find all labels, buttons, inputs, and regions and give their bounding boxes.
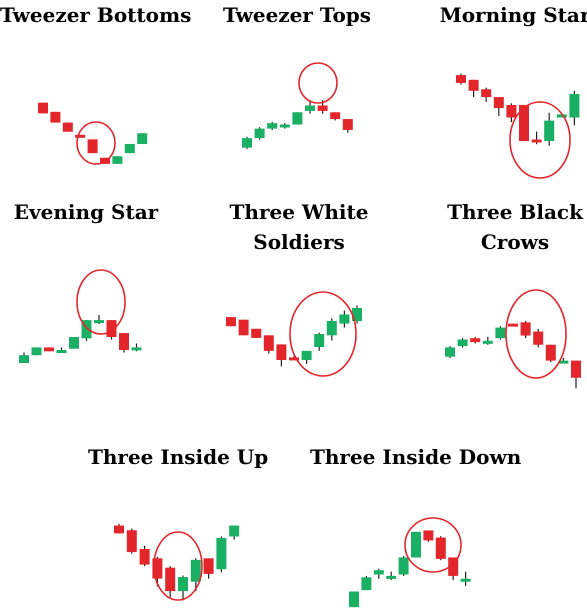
bullish-candle: [178, 577, 188, 591]
bullish-candle: [191, 560, 201, 582]
bearish-candle: [436, 538, 446, 559]
bullish-candle: [19, 355, 29, 363]
bearish-candle: [494, 97, 504, 108]
bearish-candle: [119, 333, 129, 350]
bullish-candle: [57, 350, 67, 353]
pattern-6: [114, 524, 239, 600]
bearish-candle: [533, 332, 543, 345]
bearish-candle: [521, 322, 531, 335]
bearish-candle: [264, 335, 274, 351]
bullish-candle: [445, 347, 455, 356]
bullish-candle: [216, 538, 226, 569]
bullish-candle: [302, 351, 312, 360]
bullish-candle: [495, 328, 505, 339]
bullish-candle: [255, 129, 265, 139]
bearish-candle: [38, 103, 48, 114]
bearish-candle: [423, 530, 433, 540]
bearish-candle: [88, 139, 98, 153]
bearish-candle: [44, 347, 54, 351]
bullish-candle: [411, 532, 421, 558]
bullish-candle: [229, 526, 239, 537]
bearish-candle: [470, 338, 480, 342]
bearish-candle: [239, 320, 249, 336]
bullish-candle: [305, 105, 315, 110]
bearish-candle: [469, 80, 479, 91]
bearish-candle: [506, 105, 516, 118]
bullish-candle: [374, 570, 384, 574]
pattern-1: [242, 100, 353, 149]
bullish-candle: [386, 576, 396, 579]
bearish-candle: [330, 112, 340, 119]
bullish-candle: [544, 121, 554, 141]
bearish-candle: [75, 135, 85, 138]
bearish-candle: [532, 139, 542, 142]
bullish-candle: [280, 125, 290, 128]
bearish-candle: [318, 105, 328, 110]
bullish-candle: [361, 577, 371, 590]
bearish-candle: [50, 112, 60, 123]
bearish-candle: [481, 89, 491, 97]
bearish-candle: [251, 329, 261, 338]
bullish-candle: [399, 557, 409, 574]
bullish-candle: [267, 123, 277, 128]
bullish-candle: [461, 579, 471, 582]
bullish-candle: [94, 320, 104, 323]
bullish-candle: [292, 112, 302, 124]
bullish-candle: [339, 315, 349, 324]
bearish-candle: [127, 530, 137, 552]
bearish-candle: [204, 558, 214, 574]
bullish-candle: [32, 347, 42, 355]
bullish-candle: [137, 133, 147, 144]
bearish-candle: [63, 123, 73, 132]
bullish-candle: [314, 334, 324, 347]
bullish-candle: [483, 341, 493, 344]
bullish-candle: [242, 138, 252, 148]
bullish-candle: [132, 347, 142, 350]
candles-layer: [19, 74, 581, 608]
pattern-5: [445, 321, 581, 388]
bullish-candle: [69, 337, 79, 349]
pattern-2: [456, 74, 579, 146]
bearish-candle: [571, 361, 581, 378]
bearish-candle: [546, 345, 556, 361]
bullish-candle: [458, 339, 468, 346]
pattern-0: [38, 103, 147, 164]
bearish-candle: [343, 119, 353, 130]
bearish-candle: [276, 344, 286, 360]
bearish-candle: [226, 317, 236, 326]
pattern-highlight-ellipse: [77, 270, 125, 334]
bullish-candle: [112, 156, 122, 164]
pattern-7: [349, 530, 471, 607]
bearish-candle: [140, 549, 150, 565]
pattern-3: [19, 315, 142, 363]
bullish-candle: [327, 321, 337, 335]
bearish-candle: [114, 526, 124, 534]
bearish-candle: [165, 568, 175, 591]
bullish-candle: [349, 592, 359, 608]
bullish-candle: [125, 144, 135, 153]
bearish-candle: [508, 324, 518, 327]
bearish-candle: [456, 75, 466, 83]
pattern-highlight-ellipse: [299, 63, 337, 103]
bullish-candle: [569, 94, 579, 118]
